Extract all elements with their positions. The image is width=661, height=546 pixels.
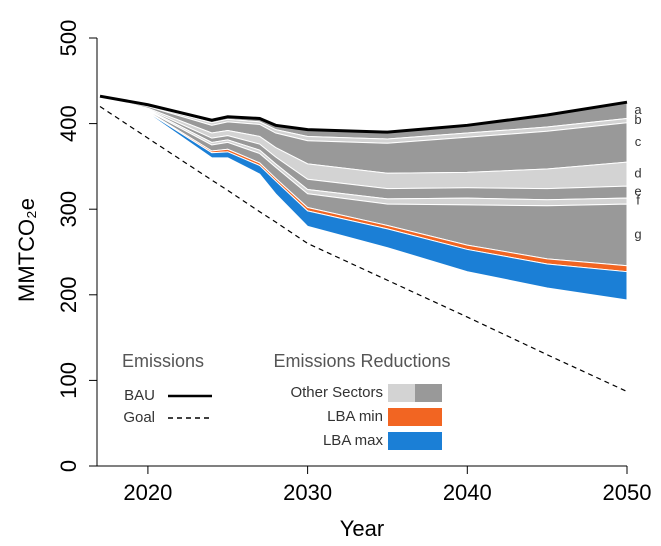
legend-title: Emissions Reductions (273, 351, 450, 371)
line (99, 105, 628, 393)
line (99, 94, 628, 134)
band-label: g (634, 226, 641, 241)
legend-swatch (388, 384, 415, 402)
legend-label: LBA max (323, 432, 384, 449)
legend-swatch (415, 384, 442, 402)
band-label: b (634, 112, 641, 127)
band-label: a (634, 102, 642, 117)
y-tick-label: 200 (56, 276, 81, 313)
legend-label: BAU (124, 387, 155, 404)
band-label: c (635, 134, 642, 149)
legend-label: Goal (123, 409, 155, 426)
x-tick-label: 2050 (603, 480, 652, 505)
legend-label: LBA min (327, 408, 383, 425)
band-label: f (636, 193, 640, 208)
area-band (99, 95, 628, 301)
x-tick-label: 2040 (443, 480, 492, 505)
x-axis-title: Year (340, 516, 384, 541)
legend-title: Emissions (122, 351, 204, 371)
x-tick-label: 2020 (123, 480, 172, 505)
y-axis-title: MMTCO₂e (14, 198, 39, 302)
y-tick-label: 0 (56, 460, 81, 472)
band-label: d (634, 166, 641, 181)
legend-swatch (388, 408, 442, 426)
x-tick-label: 2030 (283, 480, 332, 505)
y-tick-label: 300 (56, 191, 81, 228)
y-tick-label: 500 (56, 20, 81, 57)
y-tick-label: 400 (56, 105, 81, 142)
y-tick-label: 100 (56, 362, 81, 399)
legend-swatch (388, 432, 442, 450)
band-label: e (634, 184, 641, 199)
legend-label: Other Sectors (290, 384, 383, 401)
